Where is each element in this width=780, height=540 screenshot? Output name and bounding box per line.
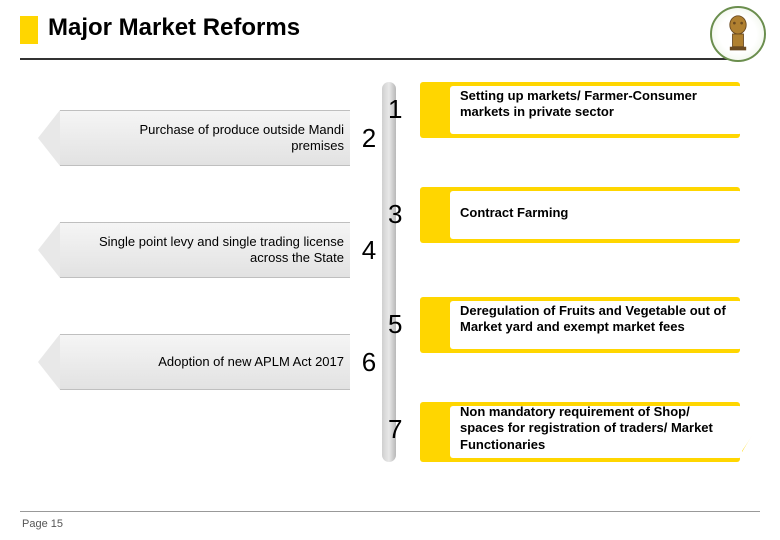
reform-text: Purchase of produce outside Mandi premis… [94, 122, 344, 153]
reform-item-2: Purchase of produce outside Mandi premis… [38, 110, 382, 166]
reform-number: 2 [356, 123, 382, 154]
reform-number: 3 [388, 199, 402, 230]
page-number: Page 15 [22, 518, 63, 530]
diagram-area: 1 Setting up markets/ Farmer-Consumer ma… [0, 82, 780, 502]
slide-header: Major Market Reforms [0, 0, 780, 42]
title-underline [20, 58, 740, 60]
reform-number: 6 [356, 347, 382, 378]
emblem-icon [724, 14, 752, 54]
reform-item-7: 7 Non mandatory requirement of Shop/ spa… [420, 402, 740, 458]
title-accent-block [20, 16, 38, 44]
reform-text: Non mandatory requirement of Shop/ space… [460, 404, 730, 453]
reform-item-4: Single point levy and single trading lic… [38, 222, 382, 278]
govt-emblem-logo [710, 6, 766, 62]
center-spine [382, 82, 396, 462]
reform-item-6: Adoption of new APLM Act 2017 6 [38, 334, 382, 390]
reform-number: 7 [388, 414, 402, 445]
reform-item-3: 3 Contract Farming [420, 187, 740, 243]
reform-text: Single point levy and single trading lic… [94, 234, 344, 265]
reform-number: 5 [388, 309, 402, 340]
reform-text: Contract Farming [460, 205, 730, 221]
slide-title: Major Market Reforms [48, 14, 780, 42]
reform-item-1: 1 Setting up markets/ Farmer-Consumer ma… [420, 82, 740, 138]
reform-text: Adoption of new APLM Act 2017 [94, 354, 344, 370]
reform-number: 1 [388, 94, 402, 125]
reform-text: Deregulation of Fruits and Vegetable out… [460, 303, 730, 336]
footer-rule [20, 511, 760, 512]
reform-item-5: 5 Deregulation of Fruits and Vegetable o… [420, 297, 740, 353]
reform-number: 4 [356, 235, 382, 266]
reform-text: Setting up markets/ Farmer-Consumer mark… [460, 88, 730, 121]
